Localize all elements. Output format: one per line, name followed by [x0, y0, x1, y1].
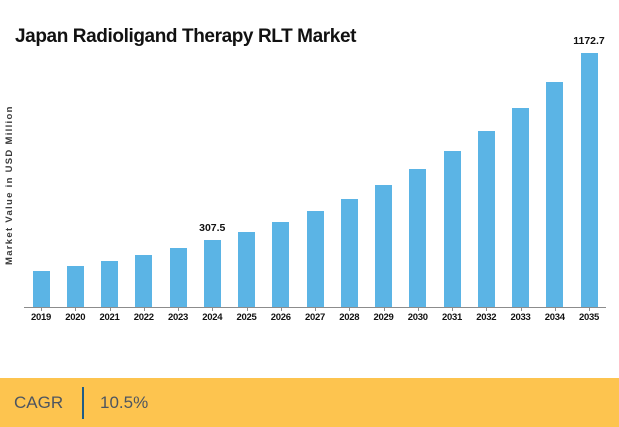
cagr-divider [82, 386, 84, 419]
bar-column-2032: 2032 [469, 53, 503, 323]
data-label-2024: 307.5 [199, 222, 226, 234]
cagr-value: 10.5% [100, 392, 149, 412]
x-axis-label-2034: 2034 [544, 312, 565, 323]
bar-2022 [135, 255, 153, 307]
bar-column-2033: 2033 [504, 53, 538, 323]
bar-2021 [101, 261, 118, 307]
bar-column-2028: 2028 [332, 53, 366, 323]
x-axis-tick-2026 [280, 307, 282, 311]
data-label-2035: 1172.7 [573, 35, 605, 47]
bar-column-2034: 2034 [538, 53, 572, 323]
x-axis-tick-2021 [109, 307, 111, 311]
bar-column-2030: 2030 [401, 53, 435, 323]
bar-column-2029: 2029 [367, 53, 401, 323]
bar-column-2023: 2023 [161, 53, 195, 323]
bar-column-2027: 2027 [298, 53, 332, 323]
x-axis-label-2029: 2029 [373, 312, 394, 323]
x-axis-label-2022: 2022 [133, 312, 154, 323]
bar-2034 [546, 82, 564, 307]
bar-2020 [66, 266, 84, 307]
x-axis-tick-2032 [486, 307, 488, 311]
bar-column-2024: 307.5 2024 [195, 53, 229, 323]
bar-column-2025: 2025 [230, 53, 264, 323]
x-axis-label-2025: 2025 [236, 312, 257, 323]
bar-column-2026: 2026 [264, 53, 298, 323]
bar-2026 [272, 222, 290, 307]
x-axis-label-2026: 2026 [270, 312, 291, 323]
bar-column-2035: 1172.7 2035 [572, 35, 606, 323]
x-axis-label-2030: 2030 [407, 312, 428, 323]
bar-2027 [306, 211, 324, 307]
bar-column-2019: 2019 [24, 53, 58, 323]
bar-2031 [443, 151, 461, 307]
bar-2025 [238, 232, 255, 307]
x-axis-label-2027: 2027 [305, 312, 325, 323]
bar-2019 [32, 271, 50, 307]
chart-title: Japan Radioligand Therapy RLT Market [15, 26, 357, 47]
x-axis-label-2035: 2035 [579, 312, 599, 323]
x-axis-label-2023: 2023 [168, 312, 188, 323]
bar-2030 [409, 169, 427, 307]
x-axis-tick-2019 [41, 307, 42, 311]
bar-2032 [477, 131, 495, 307]
bar-column-2021: 2021 [93, 53, 127, 323]
x-axis-tick-2025 [246, 307, 248, 311]
x-axis-tick-2031 [452, 307, 453, 311]
x-axis-label-2031: 2031 [442, 312, 462, 323]
x-axis-tick-2030 [417, 307, 419, 311]
x-axis-tick-2027 [315, 307, 316, 311]
x-axis-label-2021: 2021 [99, 312, 120, 323]
x-axis-label-2033: 2033 [510, 312, 531, 323]
bar-2035 [580, 53, 598, 307]
bar-2028 [340, 199, 358, 307]
cagr-band: CAGR 10.5% [0, 378, 619, 427]
bar-column-2031: 2031 [435, 53, 469, 323]
x-axis-tick-2024 [212, 307, 214, 311]
x-axis-tick-2023 [178, 307, 179, 311]
y-axis-label: Market Value in USD Million [4, 105, 15, 265]
x-axis-label-2024: 2024 [202, 312, 223, 323]
x-axis-label-2028: 2028 [339, 312, 360, 323]
bar-2029 [375, 185, 392, 307]
x-axis-tick-2029 [383, 307, 385, 311]
x-axis-label-2019: 2019 [31, 312, 51, 323]
bar-2024 [203, 240, 221, 307]
x-axis-label-2020: 2020 [65, 312, 86, 323]
x-axis-label-2032: 2032 [476, 312, 497, 323]
bar-2033 [512, 108, 529, 307]
cagr-label: CAGR [14, 392, 64, 412]
x-axis-tick-2022 [143, 307, 145, 311]
x-axis-tick-2035 [589, 307, 590, 311]
bar-2023 [169, 248, 187, 307]
bar-column-2020: 2020 [58, 53, 92, 323]
x-axis-tick-2028 [349, 307, 351, 311]
x-axis-tick-2020 [75, 307, 77, 311]
bar-column-2022: 2022 [127, 53, 161, 323]
x-axis-tick-2034 [554, 307, 556, 311]
plot-area: 2019 2020 2021 2022 2023 307.5 2024 2025 2026 202… [24, 35, 606, 323]
x-axis-tick-2033 [520, 307, 522, 311]
